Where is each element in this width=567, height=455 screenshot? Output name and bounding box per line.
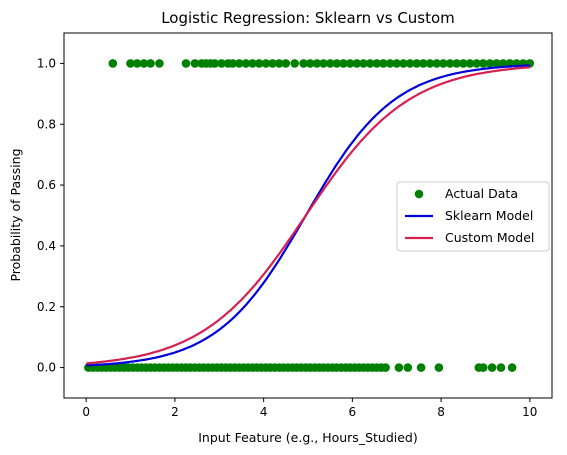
data-point [434,363,444,372]
data-point [498,59,508,68]
data-point [234,59,244,68]
x-tick-label: 2 [171,405,179,419]
data-point [241,59,251,68]
data-point [416,363,426,372]
data-point [228,59,237,68]
x-tick-label: 6 [349,405,357,419]
x-tick-label: 4 [260,405,268,419]
x-axis-label: Input Feature (e.g., Hours_Studied) [198,430,417,445]
data-point [210,59,220,68]
data-point [492,59,501,68]
data-point [372,59,382,68]
data-point [217,59,226,68]
data-point [290,59,300,68]
y-axis-label: Probability of Passing [8,148,23,281]
data-point [485,59,495,68]
data-point [248,59,257,68]
data-point [126,59,135,68]
data-point [405,59,415,68]
x-tick-label: 0 [82,405,90,419]
axes: 0 2 4 6 8 10 0.0 0.2 0.4 0.6 0.8 1.0 [37,32,553,419]
data-point [345,59,355,68]
data-point [394,363,404,372]
y-tick-label: 1.0 [37,56,56,70]
data-point [412,59,422,68]
data-point [352,59,362,68]
data-point [439,59,448,68]
data-point [507,363,517,372]
data-point [487,363,497,372]
data-point [399,59,408,68]
x-tick-label: 8 [437,405,445,419]
data-point [274,59,284,68]
data-point [281,59,291,68]
data-point [305,59,315,68]
data-point [254,59,264,68]
legend-label: Actual Data [445,186,518,201]
chart-title: Logistic Regression: Sklearn vs Custom [161,9,455,27]
data-point [465,59,475,68]
data-point [325,59,335,68]
legend-box [396,181,550,252]
data-point [319,59,328,68]
y-tick-label: 0.4 [37,239,56,253]
axes-frame [63,32,553,399]
data-point [299,59,308,68]
data-point [452,59,461,68]
legend: Actual Data Sklearn Model Custom Model [396,181,550,252]
data-point [403,363,413,372]
data-point [379,59,388,68]
data-point [496,363,506,372]
data-point [432,59,442,68]
data-point [146,59,155,68]
data-point [359,59,368,68]
plot-area [84,59,535,372]
x-tick-label: 10 [522,405,537,419]
data-point [181,59,191,68]
y-tick-label: 0.2 [37,300,56,314]
legend-label: Sklearn Model [445,208,533,223]
data-point [478,363,488,372]
data-point [312,59,322,68]
data-point [478,59,488,68]
data-point [472,59,481,68]
data-point [385,59,395,68]
data-point [268,59,277,68]
data-point [381,363,390,372]
y-tick-label: 0.0 [37,361,56,375]
data-point [425,59,435,68]
data-point [155,59,164,68]
y-tick-label: 0.6 [37,178,56,192]
data-point [190,59,200,68]
data-point [445,59,455,68]
data-point [132,59,142,68]
data-point [459,59,468,68]
data-point [339,59,348,68]
y-tick-label: 0.8 [37,117,56,131]
data-point [261,59,271,68]
data-point [139,59,149,68]
legend-marker [414,189,424,199]
data-point [332,59,342,68]
data-point [392,59,402,68]
data-point [108,59,118,68]
model-curve [86,66,530,365]
legend-label: Custom Model [445,230,534,245]
data-point [419,59,428,68]
data-point [365,59,375,68]
